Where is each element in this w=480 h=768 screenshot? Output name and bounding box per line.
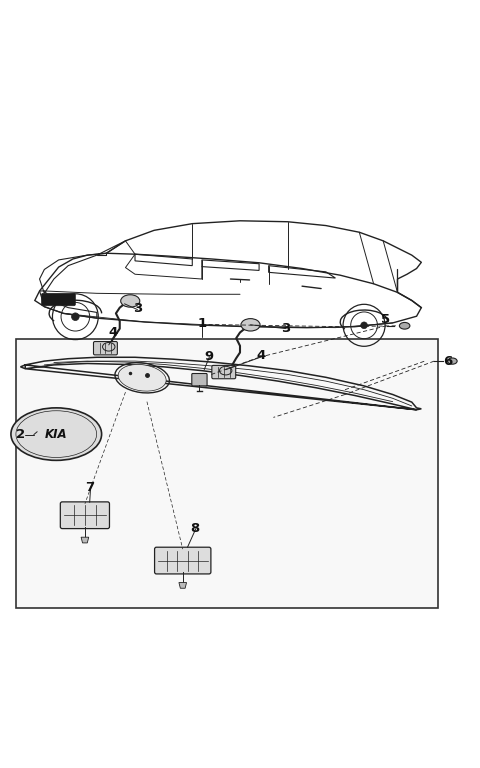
FancyBboxPatch shape — [41, 293, 75, 306]
Text: 1: 1 — [197, 317, 206, 330]
Polygon shape — [81, 537, 89, 543]
Text: 6: 6 — [443, 355, 452, 368]
Circle shape — [361, 322, 367, 329]
FancyBboxPatch shape — [94, 342, 117, 355]
FancyBboxPatch shape — [192, 373, 207, 386]
Text: KIA: KIA — [45, 428, 68, 441]
Ellipse shape — [241, 319, 260, 331]
Text: 4: 4 — [109, 326, 118, 339]
Ellipse shape — [120, 295, 140, 307]
Text: 2: 2 — [16, 428, 25, 441]
Ellipse shape — [219, 366, 232, 375]
FancyBboxPatch shape — [60, 502, 109, 528]
Polygon shape — [179, 582, 187, 588]
FancyBboxPatch shape — [212, 366, 236, 379]
Text: 5: 5 — [381, 313, 390, 326]
Text: 9: 9 — [204, 349, 214, 362]
Text: 4: 4 — [257, 349, 266, 362]
Bar — [16, 339, 438, 608]
Ellipse shape — [447, 358, 457, 364]
Ellipse shape — [11, 408, 102, 460]
Ellipse shape — [103, 343, 115, 351]
FancyBboxPatch shape — [155, 548, 211, 574]
Ellipse shape — [118, 365, 166, 391]
Ellipse shape — [399, 323, 410, 329]
Text: 8: 8 — [190, 521, 199, 535]
Text: 3: 3 — [281, 322, 290, 335]
Circle shape — [72, 313, 79, 320]
Text: 3: 3 — [133, 302, 142, 315]
Text: 7: 7 — [85, 481, 94, 494]
